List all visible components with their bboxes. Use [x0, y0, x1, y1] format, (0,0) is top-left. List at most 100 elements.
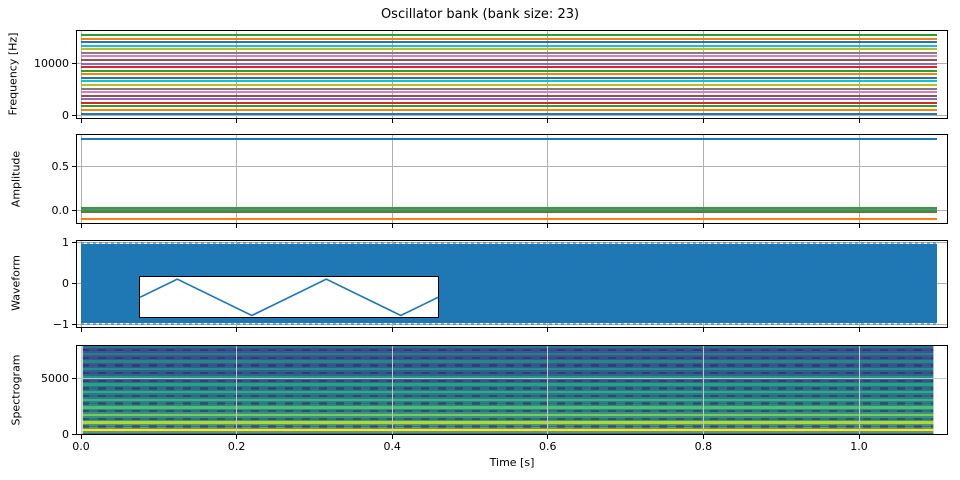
frequency-line [81, 33, 937, 36]
frequency-line [81, 108, 937, 111]
spectrogram-band [81, 398, 935, 401]
amplitude-line [81, 137, 937, 140]
x-tick-label: 0.8 [694, 440, 713, 453]
y-tick-mark [72, 114, 76, 116]
x-tick-mark [80, 327, 82, 332]
frequency-line [81, 62, 937, 65]
spectrogram-band [81, 421, 935, 424]
y-tick-label: 5000 [41, 372, 69, 386]
gridline-x [858, 134, 860, 223]
y-tick-label: 0 [62, 108, 69, 122]
gridline-y [77, 165, 947, 167]
y-tick-label: 0.5 [51, 159, 70, 173]
x-tick-mark [80, 435, 82, 439]
spectrogram-left-edge [81, 345, 83, 434]
gridline-x [236, 345, 238, 434]
x-tick-label: 0.6 [539, 440, 557, 453]
y-tick-mark [72, 433, 76, 435]
frequency-line [81, 41, 937, 44]
spectrogram-dash-row [81, 356, 935, 360]
gridline-x [547, 345, 549, 434]
x-tick-label: 1.0 [850, 440, 868, 453]
spectrogram-band [81, 413, 935, 417]
spectrogram-dash-row [81, 387, 935, 390]
x-tick-mark [80, 224, 82, 228]
frequency-line [81, 73, 937, 76]
frequency-line [81, 101, 937, 104]
y-tick-mark [72, 323, 76, 325]
spectrogram-band [81, 352, 935, 356]
x-tick-mark [236, 118, 238, 123]
amplitude-line [81, 207, 937, 210]
frequency-line [81, 112, 937, 115]
xlabel-time: Time [s] [489, 456, 535, 469]
spectrogram-band [81, 360, 935, 363]
x-tick-mark [858, 224, 860, 228]
x-tick-mark [702, 224, 704, 228]
frequency-line [81, 98, 937, 101]
axes-amplitude [76, 133, 948, 224]
figure-title: Oscillator bank (bank size: 23) [380, 7, 580, 22]
spectrogram-band [81, 383, 935, 386]
x-tick-label: 0.4 [383, 440, 401, 453]
gridline-x [236, 134, 238, 223]
amplitude-line [81, 209, 937, 212]
x-tick-label: 0.0 [72, 440, 90, 453]
frequency-line [81, 83, 937, 86]
x-tick-mark [236, 435, 238, 439]
gridline-x [391, 134, 393, 223]
x-tick-mark [547, 327, 549, 332]
y-tick-mark [72, 210, 76, 212]
frequency-line [81, 94, 937, 97]
x-tick-mark [547, 224, 549, 228]
spectrogram-band [81, 345, 935, 348]
x-tick-mark [236, 224, 238, 228]
spectrogram-dash-row [81, 417, 935, 420]
y-tick-mark [72, 378, 76, 380]
frequency-line [81, 51, 937, 54]
y-tick-mark [72, 165, 76, 167]
y-tick-label: 0.0 [51, 204, 70, 218]
gridline-x [80, 134, 82, 223]
spectrogram-band [81, 390, 935, 394]
frequency-line [81, 91, 937, 94]
frequency-line [81, 48, 937, 51]
frequency-line [81, 66, 937, 69]
y-tick-label: 1 [62, 236, 69, 250]
gridline-x [547, 134, 549, 223]
frequency-line [81, 69, 937, 72]
amplitude-line [81, 217, 937, 220]
frequency-line [81, 44, 937, 47]
frequency-line [81, 105, 937, 108]
x-tick-mark [391, 224, 393, 228]
gridline-x [702, 134, 704, 223]
x-tick-mark [547, 118, 549, 123]
y-tick-label: 0 [62, 427, 69, 441]
axes-spectrogram [76, 344, 948, 435]
gridline-x [80, 345, 82, 434]
x-tick-mark [547, 435, 549, 439]
axes-waveform [76, 239, 948, 328]
spectrogram-band [81, 428, 935, 432]
spectrogram-dash-row [81, 364, 935, 367]
waveform-peak-texture-bottom [81, 322, 937, 326]
triangle-wave-zoom [140, 277, 438, 316]
gridline-x [391, 345, 393, 434]
spectrogram-band [81, 375, 935, 379]
gridline-x [858, 345, 860, 434]
x-tick-mark [391, 435, 393, 439]
frequency-line [81, 87, 937, 90]
frequency-line [81, 58, 937, 61]
x-tick-mark [236, 327, 238, 332]
y-tick-label: −1 [52, 317, 69, 331]
x-tick-mark [858, 327, 860, 332]
ylabel-frequency: Frequency [Hz] [6, 32, 20, 116]
x-tick-mark [80, 118, 82, 123]
spectrogram-image [81, 345, 935, 434]
spectrogram-dash-row [81, 402, 935, 405]
y-tick-mark [72, 242, 76, 244]
frequency-line [81, 76, 937, 79]
waveform-peak-texture-top [81, 241, 937, 245]
spectrogram-dash-row [81, 349, 935, 352]
